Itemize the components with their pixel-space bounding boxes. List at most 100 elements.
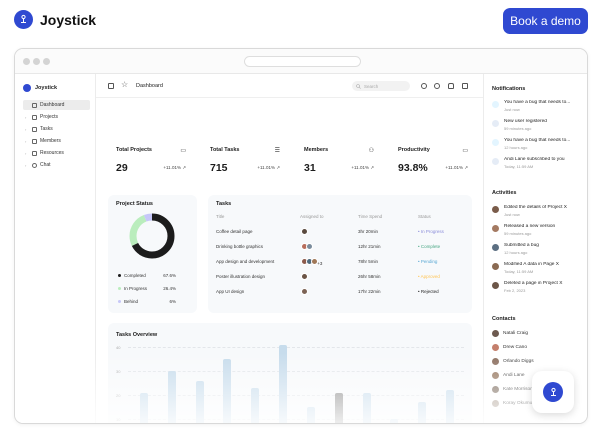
avatar-group [301, 288, 308, 296]
chart-bar[interactable] [251, 387, 260, 423]
stat-label: Total Projects [116, 147, 152, 153]
tasks-overview-card: Tasks Overview 403020100Sprint 1Sprint 2… [108, 323, 472, 423]
search-icon [356, 83, 361, 89]
card-title: Tasks [216, 201, 232, 207]
stat-card-productivity[interactable]: Productivity ▭ 93.8% +11.01% ↗ [390, 140, 477, 183]
column-header[interactable]: Time Spend [358, 214, 383, 219]
stat-value: 93.8% [398, 162, 428, 174]
y-tick-label: 20 [116, 393, 121, 398]
sidebar-toggle-icon[interactable] [108, 83, 114, 89]
stat-delta: +11.01% ↗ [445, 165, 468, 170]
sidebar-item-members[interactable]: › Members [23, 136, 90, 146]
search-input[interactable]: Search [352, 81, 410, 91]
window-dot-icon [23, 58, 30, 65]
chart-bar[interactable] [167, 371, 176, 423]
floating-action-button[interactable] [532, 371, 574, 413]
dashboard-icon [32, 102, 37, 108]
avatar [301, 228, 308, 235]
gridline [128, 347, 464, 348]
contact-item[interactable]: Natali Craig [492, 329, 528, 338]
window-dot-icon [33, 58, 40, 65]
trend-up-icon: ↗ [370, 165, 374, 170]
column-header[interactable]: Assigned to [300, 214, 324, 219]
contact-item[interactable]: Andi Lane [492, 371, 525, 380]
chevron-right-icon: › [25, 126, 27, 132]
brand[interactable]: Joystick [14, 10, 96, 29]
avatar [492, 206, 499, 213]
chart-title: Tasks Overview [116, 332, 158, 338]
avatar [492, 282, 499, 289]
stat-value: 715 [210, 162, 228, 174]
chart-bar[interactable] [306, 407, 315, 423]
chart-bar[interactable] [362, 392, 371, 423]
sidebar-brand[interactable]: Joystick [23, 84, 57, 92]
sidebar-item-label: Members [40, 138, 61, 144]
list-icon: ☰ [274, 148, 280, 154]
avatar [492, 330, 499, 337]
contact-item[interactable]: Koray Okumus [492, 399, 535, 408]
stat-delta: +11.01% ↗ [163, 165, 186, 170]
chart-bar[interactable] [279, 344, 288, 423]
contact-item[interactable]: Drew Cano [492, 343, 527, 352]
sidebar-item-resources[interactable]: › Resources [23, 148, 90, 158]
search-placeholder: Search [364, 83, 379, 89]
sidebar-item-dashboard[interactable]: Dashboard [23, 100, 90, 110]
legend-dot-icon [118, 299, 121, 303]
user-icon [492, 120, 499, 127]
star-icon[interactable]: ☆ [121, 80, 129, 89]
bell-icon[interactable] [448, 83, 454, 89]
folder-icon: ▭ [180, 148, 186, 154]
sidebar-item-projects[interactable]: › Projects [23, 112, 90, 122]
gridline [128, 419, 464, 420]
avatar [492, 225, 499, 232]
contact-item[interactable]: Orlando Diggs [492, 357, 534, 366]
legend-dot-icon [118, 286, 121, 290]
bug-icon [492, 101, 499, 108]
chart-bar[interactable] [195, 380, 204, 423]
status-badge: • Rejected [418, 289, 439, 294]
chart-bar[interactable] [418, 402, 427, 423]
column-header[interactable]: Title [216, 214, 225, 219]
y-tick-label: 40 [116, 345, 121, 350]
chart-bar[interactable] [139, 392, 148, 423]
joystick-logo-icon [14, 10, 33, 29]
tasks-icon [32, 126, 37, 132]
stat-value: 29 [116, 162, 128, 174]
stat-card-members[interactable]: Members ⚇ 31 +11.01% ↗ [296, 140, 383, 183]
chart-bar[interactable] [390, 419, 399, 423]
contacts-heading: Contacts [492, 316, 516, 322]
column-header[interactable]: Status [418, 214, 431, 219]
chart-bar[interactable] [446, 390, 455, 423]
gridline [128, 395, 464, 396]
chart-bar[interactable] [334, 392, 343, 423]
chart-bar[interactable] [223, 359, 232, 423]
sidebar-item-tasks[interactable]: › Tasks [23, 124, 90, 134]
stat-card-total-projects[interactable]: Total Projects ▭ 29 +11.01% ↗ [108, 140, 195, 183]
trend-up-icon: ↗ [182, 165, 186, 170]
brand-name: Joystick [40, 11, 97, 28]
legend-item: In Progress 26.4% [118, 284, 176, 292]
avatar [301, 288, 308, 295]
status-badge: • Pending [418, 259, 438, 264]
book-demo-button[interactable]: Book a demo [503, 8, 588, 34]
page-title: Dashboard [136, 83, 163, 89]
battery-icon: ▭ [462, 148, 468, 154]
gridline [128, 371, 464, 372]
avatar [492, 263, 499, 270]
window-dot-icon [43, 58, 50, 65]
sidebar-item-chat[interactable]: › Chat [23, 160, 90, 170]
sun-icon[interactable] [421, 83, 427, 89]
users-icon: ⚇ [368, 148, 374, 154]
tasks-card: Tasks Title Assigned to Time Spend Statu… [208, 195, 472, 313]
panel-toggle-icon[interactable] [462, 83, 468, 89]
main-content: ☆ Dashboard Search Total Projects ▭ 29 +… [96, 74, 483, 423]
avatar [492, 358, 499, 365]
contact-item[interactable]: Kate Morrison [492, 385, 533, 394]
activities-heading: Activities [492, 190, 517, 196]
history-icon[interactable] [434, 83, 440, 89]
legend-item: Behind 6% [118, 297, 176, 305]
avatar [311, 258, 318, 265]
url-bar[interactable] [244, 56, 361, 67]
chevron-right-icon: › [25, 138, 27, 144]
stat-card-total-tasks[interactable]: Total Tasks ☰ 715 +11.01% ↗ [202, 140, 289, 183]
